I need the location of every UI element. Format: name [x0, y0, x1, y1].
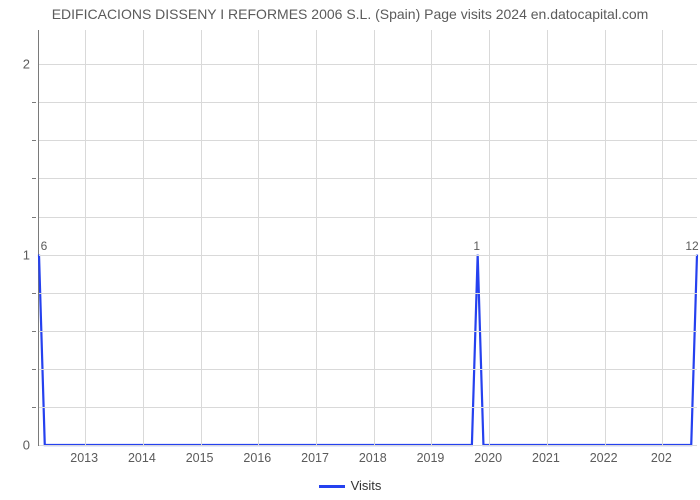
gridline-h: [39, 293, 697, 294]
y-minor-tick: [32, 293, 36, 294]
gridline-h: [39, 255, 697, 256]
gridline-h: [39, 64, 697, 65]
gridline-v: [258, 30, 259, 445]
x-tick-label: 2018: [359, 451, 387, 465]
x-tick-label: 2019: [417, 451, 445, 465]
x-tick-label: 2015: [186, 451, 214, 465]
peak-count-label: 6: [41, 239, 48, 253]
y-minor-tick: [32, 217, 36, 218]
x-tick-label: 2013: [70, 451, 98, 465]
chart-legend: Visits: [0, 478, 700, 493]
gridline-h: [39, 331, 697, 332]
x-tick-label: 2020: [474, 451, 502, 465]
peak-count-label: 1: [473, 239, 480, 253]
y-minor-tick: [32, 331, 36, 332]
y-minor-tick: [32, 407, 36, 408]
gridline-v: [489, 30, 490, 445]
chart-container: EDIFICACIONS DISSENY I REFORMES 2006 S.L…: [0, 0, 700, 500]
gridline-v: [85, 30, 86, 445]
gridline-v: [605, 30, 606, 445]
gridline-v: [662, 30, 663, 445]
y-tick-label: 0: [0, 438, 30, 453]
y-tick-label: 1: [0, 247, 30, 262]
legend-swatch: [319, 485, 345, 488]
line-chart-svg: [39, 30, 697, 445]
y-tick-label: 2: [0, 57, 30, 72]
chart-title: EDIFICACIONS DISSENY I REFORMES 2006 S.L…: [0, 6, 700, 22]
y-minor-tick: [32, 369, 36, 370]
gridline-v: [374, 30, 375, 445]
gridline-h: [39, 407, 697, 408]
legend-label: Visits: [351, 478, 382, 493]
x-tick-label: 202: [651, 451, 672, 465]
gridline-h: [39, 178, 697, 179]
peak-count-label: 12: [685, 239, 698, 253]
gridline-h: [39, 369, 697, 370]
x-tick-label: 2014: [128, 451, 156, 465]
plot-area: [38, 30, 697, 446]
y-minor-tick: [32, 102, 36, 103]
gridline-v: [143, 30, 144, 445]
x-tick-label: 2016: [243, 451, 271, 465]
gridline-h: [39, 217, 697, 218]
series-visits-line: [39, 255, 697, 445]
x-tick-label: 2021: [532, 451, 560, 465]
gridline-h: [39, 140, 697, 141]
gridline-v: [431, 30, 432, 445]
gridline-v: [547, 30, 548, 445]
gridline-v: [316, 30, 317, 445]
x-tick-label: 2017: [301, 451, 329, 465]
gridline-h: [39, 102, 697, 103]
gridline-h: [39, 445, 697, 446]
gridline-v: [201, 30, 202, 445]
y-minor-tick: [32, 178, 36, 179]
x-tick-label: 2022: [590, 451, 618, 465]
y-minor-tick: [32, 140, 36, 141]
